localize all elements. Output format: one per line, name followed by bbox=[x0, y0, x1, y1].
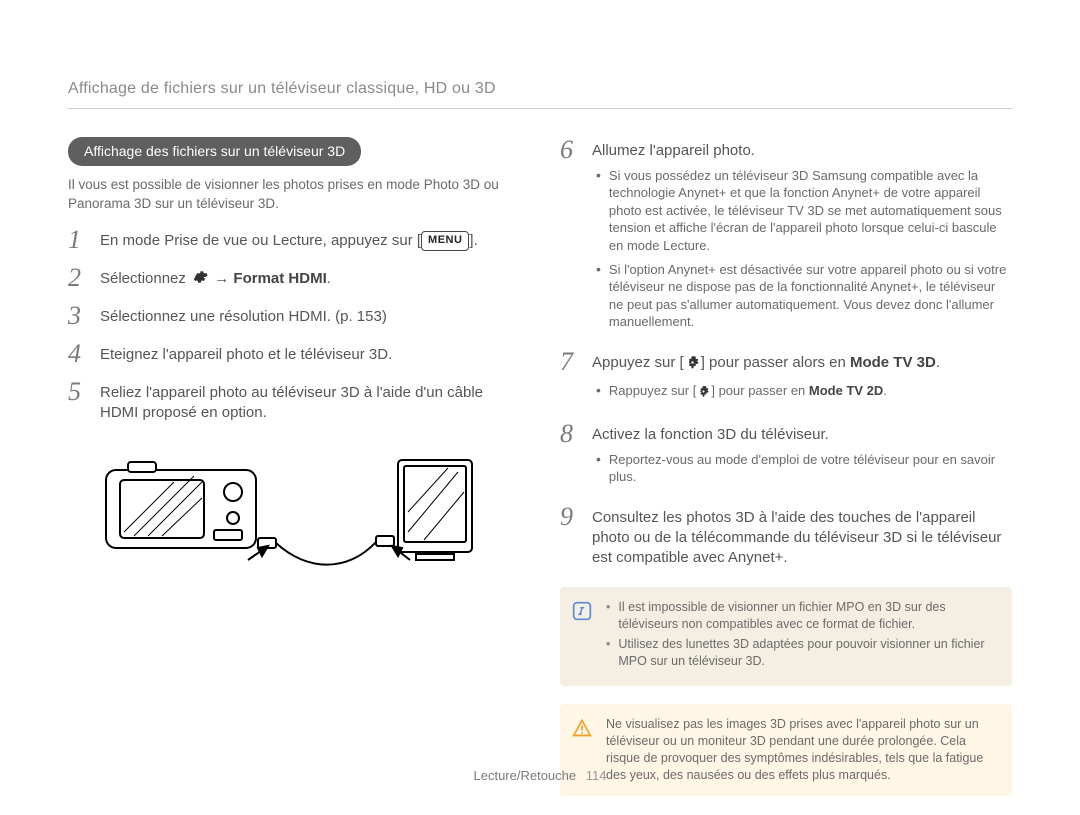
left-column: Affichage des fichiers sur un téléviseur… bbox=[68, 137, 520, 796]
steps-left: 1 En mode Prise de vue ou Lecture, appuy… bbox=[68, 227, 520, 424]
step-body: Consultez les photos 3D à l'aide des tou… bbox=[592, 504, 1012, 569]
manual-page: Affichage de fichiers sur un téléviseur … bbox=[0, 0, 1080, 796]
bullet-text: Si l'option Anynet+ est désactivée sur v… bbox=[609, 261, 1012, 331]
note-text: Utilisez des lunettes 3D adaptées pour p… bbox=[618, 636, 998, 670]
step-text: Allumez l'appareil photo. bbox=[592, 142, 755, 159]
step-8: 8 Activez la fonction 3D du téléviseur. … bbox=[560, 421, 1012, 492]
footer-section: Lecture/Retouche bbox=[474, 768, 577, 783]
menu-button-icon: MENU bbox=[421, 231, 469, 251]
page-header-title: Affichage de fichiers sur un téléviseur … bbox=[68, 78, 1012, 100]
step-text: ]. bbox=[469, 232, 477, 249]
bullet-item: Si vous possédez un téléviseur 3D Samsun… bbox=[592, 167, 1012, 255]
bullet-item: Si l'option Anynet+ est désactivée sur v… bbox=[592, 261, 1012, 331]
macro-flower-icon bbox=[685, 355, 700, 376]
columns: Affichage des fichiers sur un téléviseur… bbox=[68, 137, 1012, 796]
bullet-text: Rappuyez sur [ ] pour passer en Mode TV 2… bbox=[609, 382, 887, 403]
step-number: 7 bbox=[560, 349, 582, 375]
step-body: Activez la fonction 3D du téléviseur. Re… bbox=[592, 421, 1012, 492]
step-4: 4 Eteignez l'appareil photo et le télévi… bbox=[68, 341, 520, 367]
macro-flower-icon bbox=[697, 385, 710, 403]
steps-right: 6 Allumez l'appareil photo. Si vous poss… bbox=[560, 137, 1012, 569]
t: Mode TV 2D bbox=[809, 383, 883, 398]
note-item: Il est impossible de visionner un fichie… bbox=[606, 599, 998, 633]
step-number: 9 bbox=[560, 504, 582, 530]
step-text: Sélectionnez bbox=[100, 270, 190, 287]
step-text: Activez la fonction 3D du téléviseur. bbox=[592, 426, 829, 443]
step-number: 5 bbox=[68, 379, 90, 405]
bullet-text: Reportez-vous au mode d'emploi de votre … bbox=[609, 451, 1012, 486]
step-number: 8 bbox=[560, 421, 582, 447]
bullet-text: Si vous possédez un téléviseur 3D Samsun… bbox=[609, 167, 1012, 255]
footer-page-number: 114 bbox=[586, 768, 607, 783]
step-bold: Format HDMI bbox=[233, 270, 326, 287]
step-3: 3 Sélectionnez une résolution HDMI. (p. … bbox=[68, 303, 520, 329]
step-body: Sélectionnez une résolution HDMI. (p. 15… bbox=[100, 303, 387, 327]
step-2: 2 Sélectionnez → Format HDMI. bbox=[68, 265, 520, 291]
step-text: . bbox=[327, 270, 331, 287]
t: . bbox=[883, 383, 887, 398]
intro-text: Il vous est possible de visionner les ph… bbox=[68, 176, 520, 212]
step-text: . bbox=[936, 354, 940, 371]
hdmi-connection-illustration bbox=[98, 442, 478, 582]
step-7: 7 Appuyez sur [ ] pour passer alors en Mo… bbox=[560, 349, 1012, 409]
step-body: Sélectionnez → Format HDMI. bbox=[100, 265, 331, 291]
t: ] pour passer en bbox=[711, 383, 809, 398]
step-text: → bbox=[210, 270, 233, 287]
note-item: Utilisez des lunettes 3D adaptées pour p… bbox=[606, 636, 998, 670]
right-column: 6 Allumez l'appareil photo. Si vous poss… bbox=[560, 137, 1012, 796]
page-footer: Lecture/Retouche 114 bbox=[0, 767, 1080, 785]
step-body: Eteignez l'appareil photo et le télévise… bbox=[100, 341, 392, 365]
step-number: 3 bbox=[68, 303, 90, 329]
info-icon bbox=[572, 601, 592, 675]
sub-bullets: Si vous possédez un téléviseur 3D Samsun… bbox=[592, 167, 1012, 331]
sub-bullets: Rappuyez sur [ ] pour passer en Mode TV 2… bbox=[592, 382, 940, 403]
step-5: 5 Reliez l'appareil photo au téléviseur … bbox=[68, 379, 520, 424]
step-body: Appuyez sur [ ] pour passer alors en Mode… bbox=[592, 349, 940, 409]
t: Rappuyez sur [ bbox=[609, 383, 696, 398]
section-pill: Affichage des fichiers sur un téléviseur… bbox=[68, 137, 361, 167]
step-number: 4 bbox=[68, 341, 90, 367]
bullet-item: Rappuyez sur [ ] pour passer en Mode TV 2… bbox=[592, 382, 940, 403]
header-rule bbox=[68, 108, 1012, 109]
step-text: ] pour passer alors en bbox=[701, 354, 850, 371]
step-body: Allumez l'appareil photo. Si vous posséd… bbox=[592, 137, 1012, 337]
sub-bullets: Reportez-vous au mode d'emploi de votre … bbox=[592, 451, 1012, 486]
step-body: En mode Prise de vue ou Lecture, appuyez… bbox=[100, 227, 478, 251]
note-text: Il est impossible de visionner un fichie… bbox=[618, 599, 998, 633]
step-body: Reliez l'appareil photo au téléviseur 3D… bbox=[100, 379, 520, 424]
info-note-box: Il est impossible de visionner un fichie… bbox=[560, 587, 1012, 687]
step-1: 1 En mode Prise de vue ou Lecture, appuy… bbox=[68, 227, 520, 253]
step-6: 6 Allumez l'appareil photo. Si vous poss… bbox=[560, 137, 1012, 337]
step-number: 6 bbox=[560, 137, 582, 163]
step-text: En mode Prise de vue ou Lecture, appuyez… bbox=[100, 232, 421, 249]
bullet-item: Reportez-vous au mode d'emploi de votre … bbox=[592, 451, 1012, 486]
step-bold: Mode TV 3D bbox=[850, 354, 936, 371]
step-9: 9 Consultez les photos 3D à l'aide des t… bbox=[560, 504, 1012, 569]
step-number: 1 bbox=[68, 227, 90, 253]
gear-icon bbox=[192, 269, 208, 291]
step-text: Appuyez sur [ bbox=[592, 354, 684, 371]
note-list: Il est impossible de visionner un fichie… bbox=[606, 599, 998, 675]
step-number: 2 bbox=[68, 265, 90, 291]
